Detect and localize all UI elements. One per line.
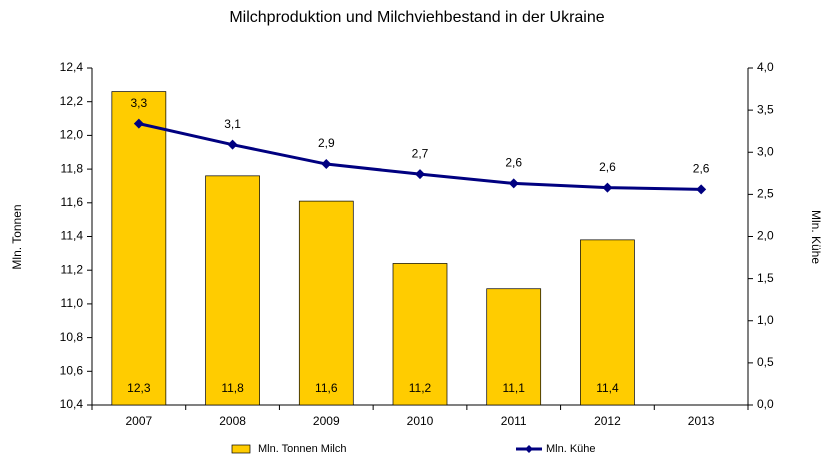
bar: [298, 200, 354, 406]
y2-tick-label: 3,5: [757, 102, 774, 116]
line-marker: [227, 139, 238, 150]
y2-tick-label: 0,5: [757, 355, 774, 369]
y-tick-label: 12,2: [60, 94, 84, 108]
y2-axis-label: Mln. Kühe: [809, 210, 823, 264]
y-tick-label: 10,6: [60, 363, 84, 377]
y-tick-label: 11,0: [61, 296, 84, 310]
x-tick-label: 2007: [126, 414, 153, 428]
line-value-label: 2,9: [318, 136, 335, 150]
x-tick-label: 2009: [313, 414, 340, 428]
x-tick-label: 2008: [219, 414, 246, 428]
y-tick-label: 10,4: [60, 397, 84, 411]
x-tick-label: 2012: [594, 414, 621, 428]
bar-value-label: 11,2: [409, 381, 432, 395]
y2-tick-label: 1,0: [757, 313, 774, 327]
bar: [111, 91, 167, 406]
bar-value-label: 11,6: [315, 381, 338, 395]
line-value-label: 2,6: [599, 160, 616, 174]
line-value-label: 3,1: [224, 117, 241, 131]
y-tick-label: 10,8: [60, 330, 84, 344]
line-marker: [508, 178, 519, 189]
legend-label: Mln. Kühe: [546, 443, 596, 455]
bar-value-label: 11,8: [221, 381, 244, 395]
legend-swatch: [231, 444, 251, 454]
line-marker: [133, 118, 144, 129]
bar: [205, 175, 260, 406]
y2-tick-label: 3,0: [757, 144, 774, 158]
x-tick-label: 2010: [407, 414, 434, 428]
bar-value-label: 12,3: [127, 381, 151, 395]
y-tick-label: 12,0: [60, 128, 84, 142]
y-tick-label: 12,4: [60, 60, 84, 74]
y2-tick-label: 2,5: [757, 187, 774, 201]
bar: [486, 288, 542, 406]
bar-value-label: 11,4: [596, 381, 619, 395]
y-axis-label: Mln. Tonnen: [10, 204, 24, 269]
y-tick-label: 11,2: [61, 262, 84, 276]
line-value-label: 2,6: [505, 156, 522, 170]
line-value-label: 2,6: [693, 161, 710, 175]
chart-title: Milchproduktion und Milchviehbestand in …: [229, 9, 604, 26]
x-tick-label: 2013: [688, 414, 715, 428]
x-tick-label: 2011: [501, 414, 527, 428]
y2-tick-label: 1,5: [757, 271, 774, 285]
bar-value-label: 11,1: [502, 381, 525, 395]
line-value-label: 2,7: [412, 146, 429, 160]
line-marker: [415, 169, 425, 180]
bar: [392, 263, 448, 406]
legend-marker: [525, 445, 533, 453]
y-tick-label: 11,6: [61, 195, 84, 209]
legend-label: Mln. Tonnen Milch: [258, 443, 346, 455]
line-value-label: 3,3: [131, 96, 148, 110]
bar: [580, 239, 635, 406]
line-marker: [321, 159, 332, 170]
y2-tick-label: 4,0: [757, 60, 774, 74]
y-tick-label: 11,8: [61, 161, 84, 175]
y2-tick-label: 0,0: [757, 397, 774, 411]
y2-tick-label: 2,0: [757, 229, 774, 243]
line-marker: [602, 182, 613, 193]
y-tick-label: 11,4: [61, 229, 84, 243]
line-marker: [696, 184, 707, 195]
